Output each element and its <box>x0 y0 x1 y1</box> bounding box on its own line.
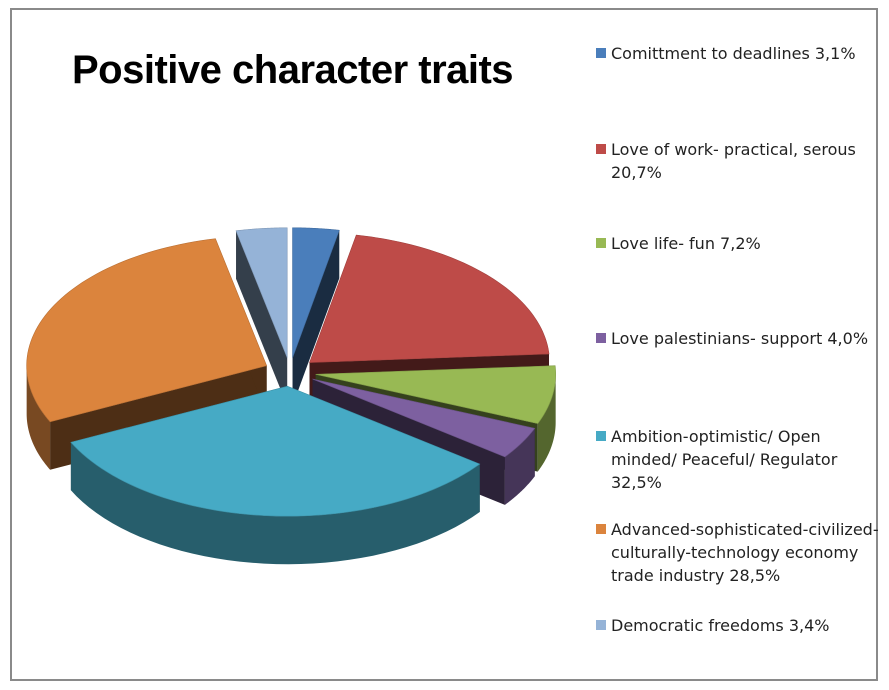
legend-swatch <box>596 238 606 248</box>
legend-swatch <box>596 620 606 630</box>
pie-slice-5 <box>70 385 481 517</box>
legend-label: Ambition-optimistic/ Open minded/ Peacef… <box>611 427 838 492</box>
legend-label: Advanced-sophisticated-civilized-cultura… <box>611 520 879 585</box>
legend-item: Democratic freedoms 3,4% <box>596 614 884 637</box>
legend-swatch <box>596 333 606 343</box>
legend-item: Advanced-sophisticated-civilized-cultura… <box>596 518 884 587</box>
legend-swatch <box>596 144 606 154</box>
pie-slice-3 <box>315 365 556 424</box>
pie-slice-rim <box>26 365 51 470</box>
legend-label: Love life- fun 7,2% <box>611 234 761 253</box>
pie-slice-side <box>236 230 288 406</box>
legend-label: Love palestinians- support 4,0% <box>611 329 869 348</box>
legend-swatch <box>596 431 606 441</box>
pie-slice-rim <box>504 428 535 505</box>
pie-slice-2 <box>309 234 550 363</box>
legend-item: Comittment to deadlines 3,1% <box>596 42 884 65</box>
legend-label: Democratic freedoms 3,4% <box>611 616 830 635</box>
legend-label: Comittment to deadlines 3,1% <box>611 44 856 63</box>
legend-item: Love life- fun 7,2% <box>596 232 884 255</box>
pie-slice-1 <box>292 227 340 358</box>
pie-slice-rim <box>70 442 480 565</box>
legend-item: Love of work- practical, serous 20,7% <box>596 138 884 184</box>
legend-label: Love of work- practical, serous 20,7% <box>611 140 856 182</box>
chart-title: Positive character traits <box>72 48 514 92</box>
pie-slice-rim <box>537 374 556 472</box>
pie-slice-side <box>292 230 340 406</box>
legend-swatch <box>596 48 606 58</box>
pie-slice-4 <box>312 378 536 458</box>
pie-slice-7 <box>235 227 288 358</box>
pie-slice-6 <box>26 238 268 423</box>
legend-item: Love palestinians- support 4,0% <box>596 327 884 350</box>
legend-item: Ambition-optimistic/ Open minded/ Peacef… <box>596 425 884 494</box>
legend-swatch <box>596 524 606 534</box>
